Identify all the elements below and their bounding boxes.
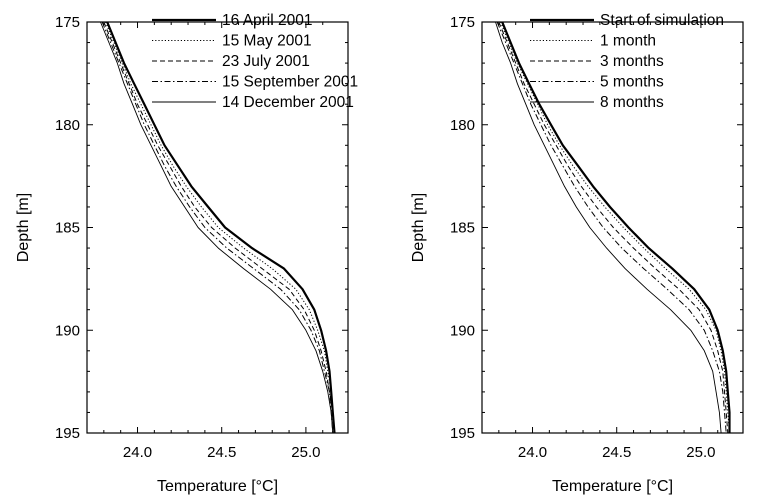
- chart1-x-tick-label: 24.5: [207, 444, 236, 461]
- chart1-legend-label-5: 14 December 2001: [222, 94, 354, 111]
- chart1-legend-label-1: 16 April 2001: [222, 12, 313, 29]
- chart1-y-axis-title: Depth [m]: [15, 193, 32, 262]
- chart1-series-line-4: [101, 22, 334, 433]
- chart1-x-tick-label: 25.0: [291, 444, 320, 461]
- chart2-x-tick-label: 24.0: [518, 444, 547, 461]
- chart1-y-tick-label: 180: [55, 117, 80, 134]
- chart2-series-line-1: [501, 22, 731, 433]
- chart1-x-tick-label: 24.0: [123, 444, 152, 461]
- chart2-y-axis-title: Depth [m]: [410, 193, 427, 262]
- chart1-y-tick-label: 185: [55, 220, 80, 237]
- chart2-y-tick-label: 185: [450, 220, 475, 237]
- chart2-y-tick-label: 195: [450, 425, 475, 442]
- chart1-series-line-3: [103, 22, 335, 433]
- chart2-legend-label-1: Start of simulation: [600, 12, 724, 29]
- chart2-legend-label-4: 5 months: [600, 74, 664, 91]
- chart1-legend-label-4: 15 September 2001: [222, 74, 358, 91]
- chart1-series-line-1: [106, 22, 336, 433]
- chart2-x-tick-label: 25.0: [686, 444, 715, 461]
- chart2-legend-label-3: 3 months: [600, 53, 664, 70]
- chart1-legend-label-2: 15 May 2001: [222, 33, 312, 50]
- chart2-y-tick-label: 180: [450, 117, 475, 134]
- chart2-legend-label-5: 8 months: [600, 94, 664, 111]
- chart1-series-line-2: [105, 22, 335, 433]
- chart2-series-line-3: [498, 22, 729, 433]
- chart1-y-tick-label: 190: [55, 322, 80, 339]
- left-chart-panel: 175 180 185 190 195 24.0 24.5 25.0 Temperature […: [15, 12, 358, 495]
- chart1-y-tick-label: 175: [55, 14, 80, 31]
- chart2-y-tick-label: 175: [450, 14, 475, 31]
- chart2-y-tick-label: 190: [450, 322, 475, 339]
- chart2-series-line-2: [500, 22, 730, 433]
- chart2-series-line-4: [496, 22, 727, 433]
- chart1-x-axis-title: Temperature [°C]: [157, 478, 278, 495]
- chart2-legend-label-2: 1 month: [600, 33, 656, 50]
- chart2-x-tick-label: 24.5: [602, 444, 631, 461]
- chart1-legend-label-3: 23 July 2001: [222, 53, 310, 70]
- chart2-x-axis-title: Temperature [°C]: [552, 478, 673, 495]
- chart1-series-line-5: [100, 22, 334, 433]
- chart1-y-tick-label: 195: [55, 425, 80, 442]
- right-chart-panel: 175 180 185 190 195 24.0 24.5 25.0 Temperature […: [410, 12, 744, 495]
- chart2-series-line-5: [495, 22, 722, 433]
